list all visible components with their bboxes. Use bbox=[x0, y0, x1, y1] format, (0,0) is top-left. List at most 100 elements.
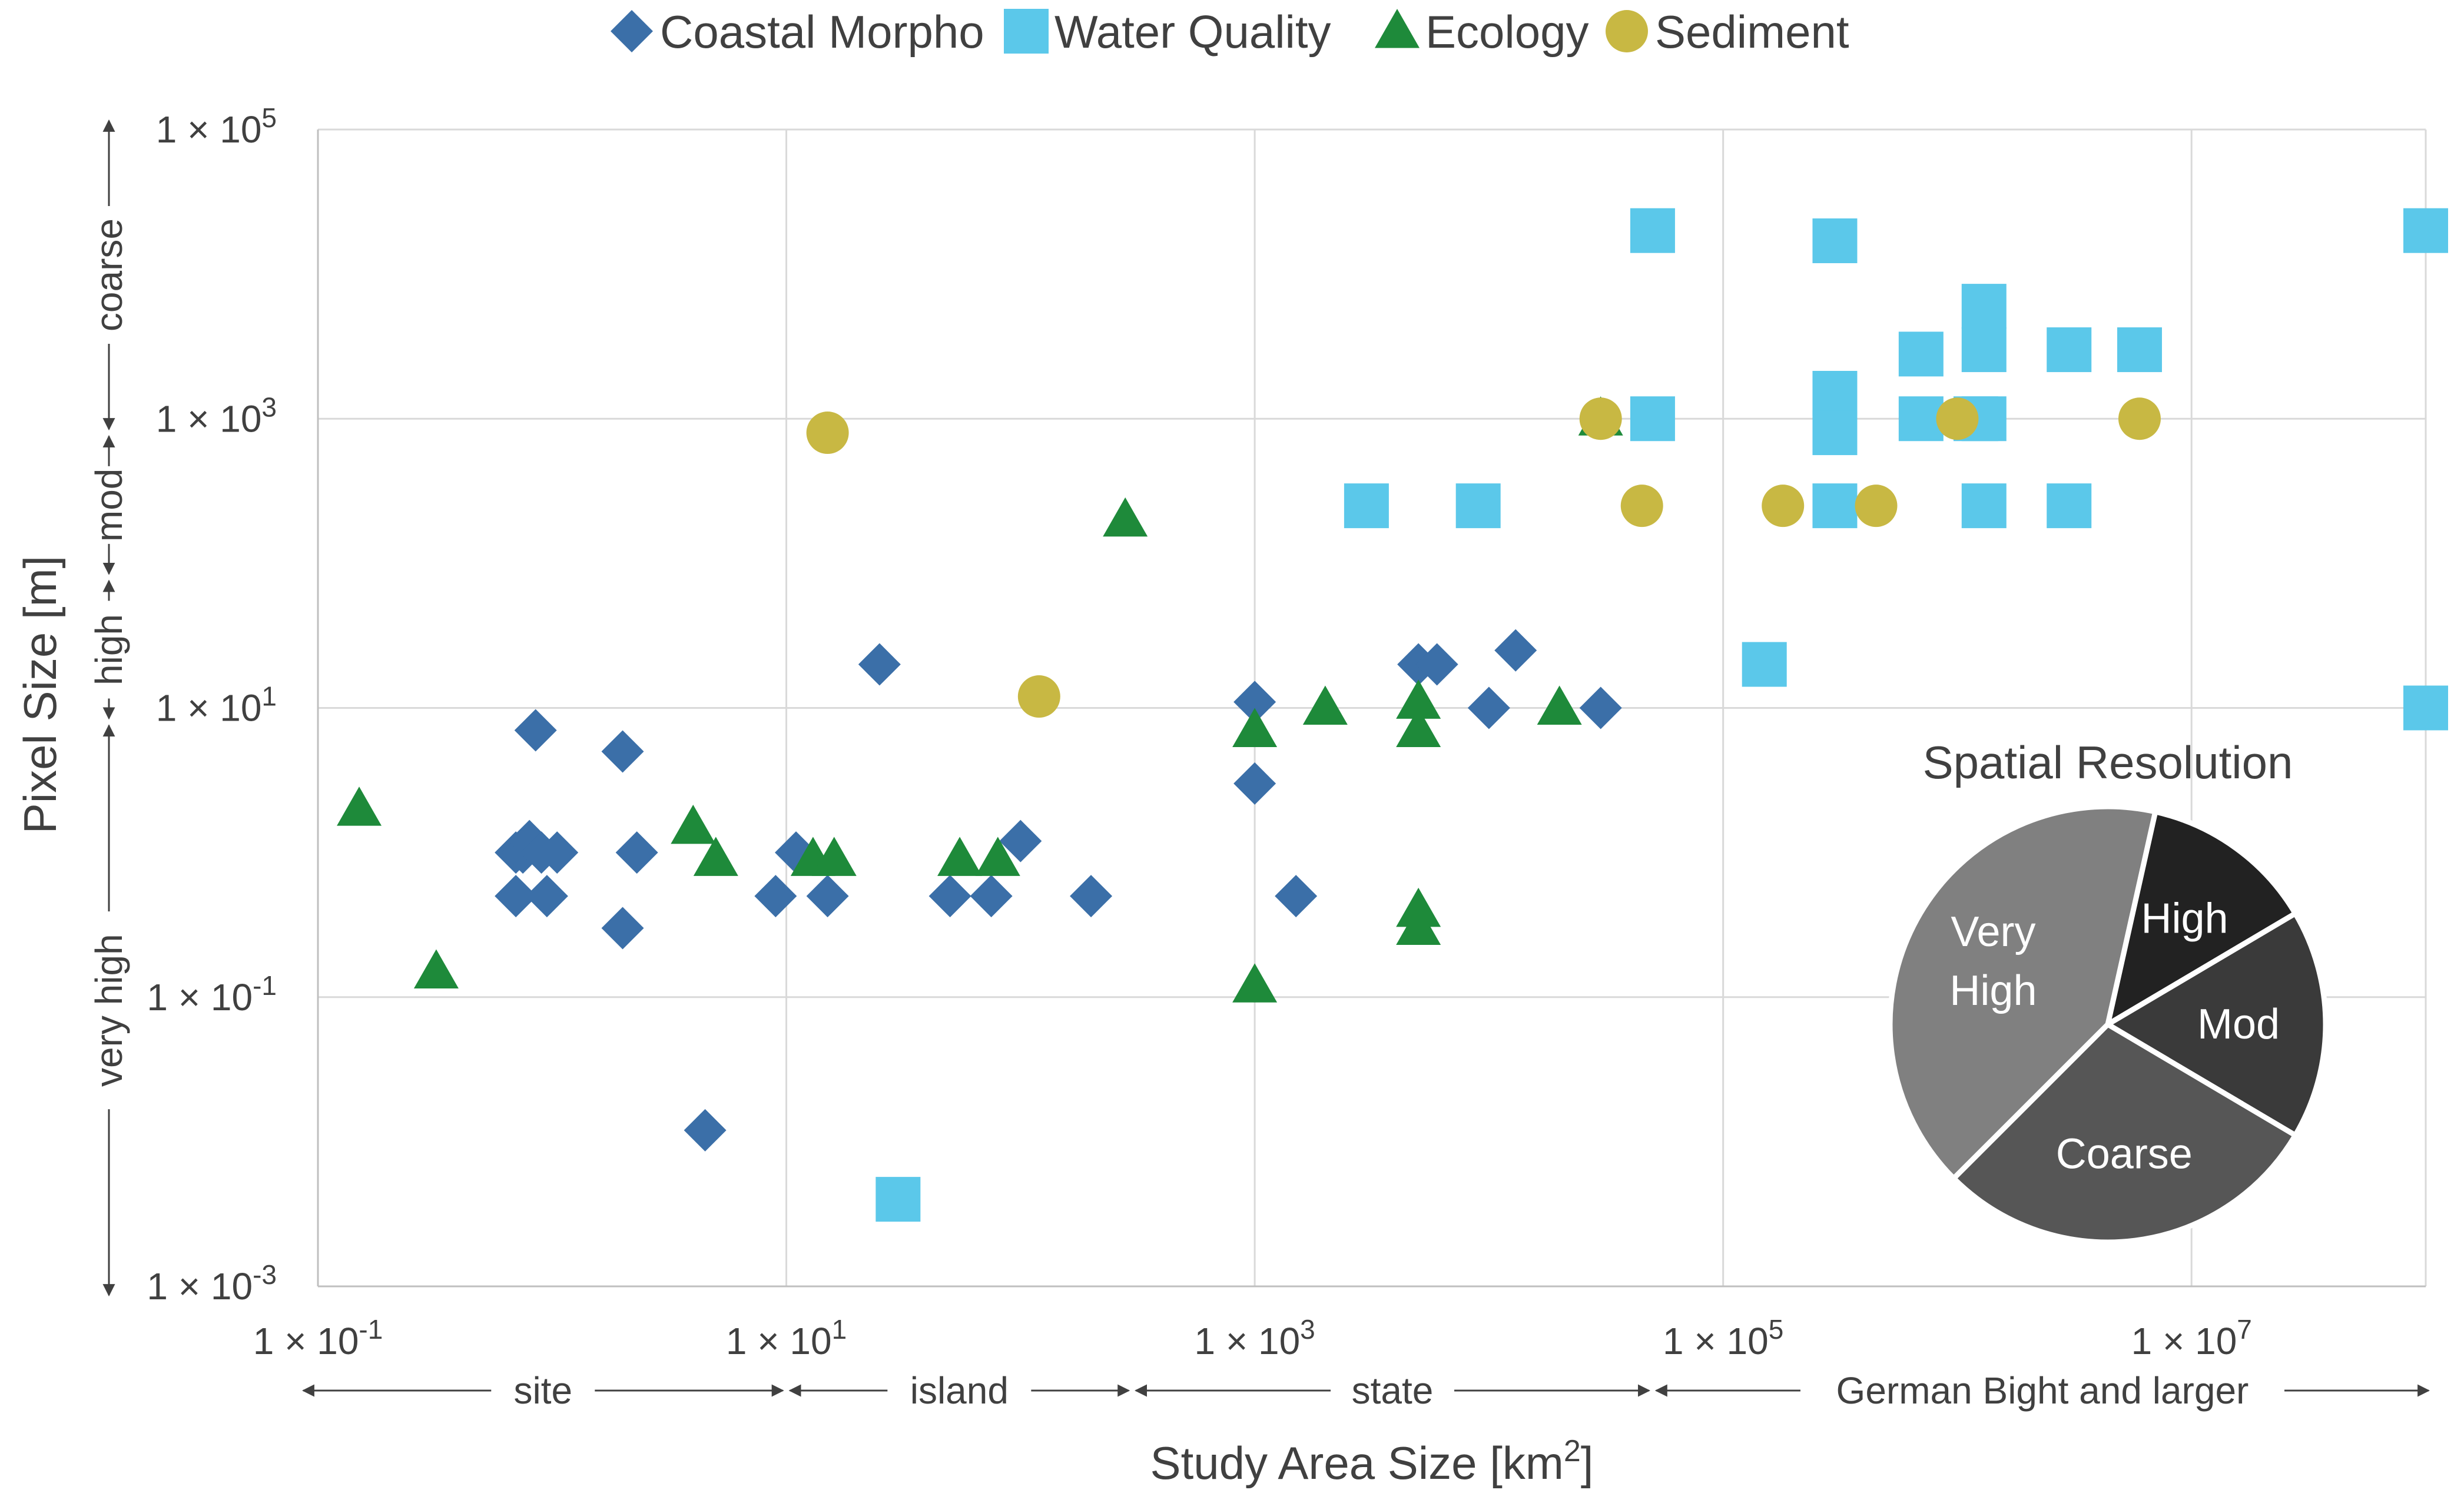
data-point bbox=[615, 831, 658, 874]
legend-label: Coastal Morpho bbox=[660, 6, 984, 58]
y-tick-label: 1 × 10-3 bbox=[147, 1259, 277, 1308]
data-point bbox=[1579, 686, 1622, 729]
series-ecology bbox=[337, 396, 1623, 1003]
y-band-label: high bbox=[88, 614, 130, 685]
pie-slice-label: High bbox=[2141, 895, 2228, 942]
data-point bbox=[1936, 397, 1979, 440]
data-point bbox=[1898, 331, 1944, 377]
data-point bbox=[1232, 708, 1278, 748]
data-point bbox=[928, 875, 971, 918]
data-point bbox=[876, 1177, 921, 1222]
data-point bbox=[1233, 681, 1276, 724]
data-point bbox=[601, 730, 644, 773]
x-tick-label: 1 × 107 bbox=[2131, 1314, 2252, 1362]
data-point bbox=[1070, 875, 1113, 918]
data-point bbox=[2047, 327, 2092, 373]
tick-labels: 1 × 10-1 1 × 101 1 × 103 1 × 105 1 × 107 1 × … bbox=[147, 102, 2252, 1362]
legend-marker bbox=[1004, 9, 1049, 54]
data-point bbox=[1855, 485, 1898, 527]
data-point bbox=[1961, 483, 2007, 529]
data-point bbox=[601, 907, 644, 950]
data-point bbox=[1233, 762, 1276, 805]
x-band-label: state bbox=[1352, 1369, 1434, 1412]
y-axis-title: Pixel Size [m] bbox=[14, 556, 66, 834]
x-axis-title: Study Area Size [km2] bbox=[1150, 1434, 1594, 1489]
data-point bbox=[1762, 485, 1805, 527]
data-point bbox=[1961, 327, 2007, 373]
data-point bbox=[495, 875, 538, 918]
y-tick-label: 1 × 105 bbox=[156, 102, 277, 151]
data-point bbox=[1812, 370, 1858, 416]
data-point bbox=[975, 837, 1020, 876]
pie-slice-label: Very High bbox=[1949, 908, 2037, 1014]
x-tick-label: 1 × 101 bbox=[726, 1314, 847, 1362]
data-point bbox=[525, 875, 568, 918]
data-point bbox=[1396, 708, 1441, 748]
data-point bbox=[337, 787, 382, 826]
data-point bbox=[1620, 485, 1663, 527]
data-point bbox=[2118, 397, 2161, 440]
series-sediment bbox=[806, 397, 2161, 718]
data-point bbox=[1455, 483, 1501, 529]
data-point bbox=[1232, 963, 1278, 1003]
data-point bbox=[671, 804, 716, 844]
y-band-label: very high bbox=[88, 934, 130, 1087]
x-tick-label: 1 × 105 bbox=[1663, 1314, 1783, 1362]
series-water-quality bbox=[876, 208, 2448, 1222]
legend-marker bbox=[1606, 10, 1648, 52]
data-point bbox=[937, 837, 983, 876]
data-point bbox=[1494, 629, 1537, 672]
data-point bbox=[1017, 675, 1060, 718]
data-point bbox=[1630, 208, 1675, 253]
x-tick-label: 1 × 10-1 bbox=[253, 1314, 383, 1362]
axis-titles: Study Area Size [km2] Pixel Size [m] bbox=[14, 556, 1593, 1489]
data-point bbox=[1579, 397, 1622, 440]
y-tick-label: 1 × 10-1 bbox=[147, 970, 277, 1018]
data-point bbox=[2047, 483, 2092, 529]
data-point bbox=[1898, 396, 1944, 442]
data-point bbox=[1302, 685, 1348, 725]
data-point bbox=[1396, 905, 1441, 945]
legend-marker bbox=[1375, 9, 1420, 48]
data-point bbox=[693, 837, 738, 876]
data-point bbox=[1103, 497, 1148, 537]
data-point bbox=[514, 709, 557, 752]
y-band-label: mod bbox=[88, 469, 130, 542]
range-bands: site island state German Bight and larger ve… bbox=[88, 119, 2430, 1412]
data-point bbox=[2117, 327, 2162, 373]
data-point bbox=[1812, 410, 1858, 456]
x-band-label: German Bight and larger bbox=[1836, 1369, 2249, 1412]
legend-label: Ecology bbox=[1425, 6, 1589, 58]
y-band-label: coarse bbox=[88, 218, 130, 331]
data-point bbox=[806, 875, 849, 918]
series-coastal-morpho bbox=[495, 629, 1622, 1152]
data-point bbox=[684, 1109, 727, 1152]
data-point bbox=[413, 949, 459, 988]
legend-label: Sediment bbox=[1655, 6, 1849, 58]
legend: Coastal Morpho Water Quality Ecology Sedime… bbox=[611, 6, 1849, 58]
data-point bbox=[1396, 679, 1441, 719]
y-tick-label: 1 × 101 bbox=[156, 681, 277, 729]
data-point bbox=[811, 837, 857, 876]
x-band-label: site bbox=[513, 1369, 572, 1412]
data-point bbox=[1275, 875, 1318, 918]
x-band-label: island bbox=[910, 1369, 1009, 1412]
pie-title: Spatial Resolution bbox=[1923, 736, 2293, 788]
data-point bbox=[970, 875, 1013, 918]
data-point bbox=[1812, 218, 1858, 264]
data-point bbox=[1537, 685, 1582, 725]
pie-slice-label: Coarse bbox=[2056, 1130, 2193, 1177]
pie-slice bbox=[1887, 804, 2159, 1182]
data-points bbox=[337, 208, 2448, 1222]
data-point bbox=[1467, 686, 1510, 729]
data-point bbox=[2403, 685, 2448, 731]
data-point bbox=[858, 643, 901, 686]
data-point bbox=[1415, 643, 1458, 686]
pie-slice bbox=[2104, 808, 2299, 1030]
y-tick-label: 1 × 103 bbox=[156, 391, 277, 440]
data-point bbox=[1344, 483, 1389, 529]
data-point bbox=[1630, 396, 1675, 442]
pie-slice bbox=[2102, 910, 2329, 1139]
data-point bbox=[1742, 642, 1787, 687]
